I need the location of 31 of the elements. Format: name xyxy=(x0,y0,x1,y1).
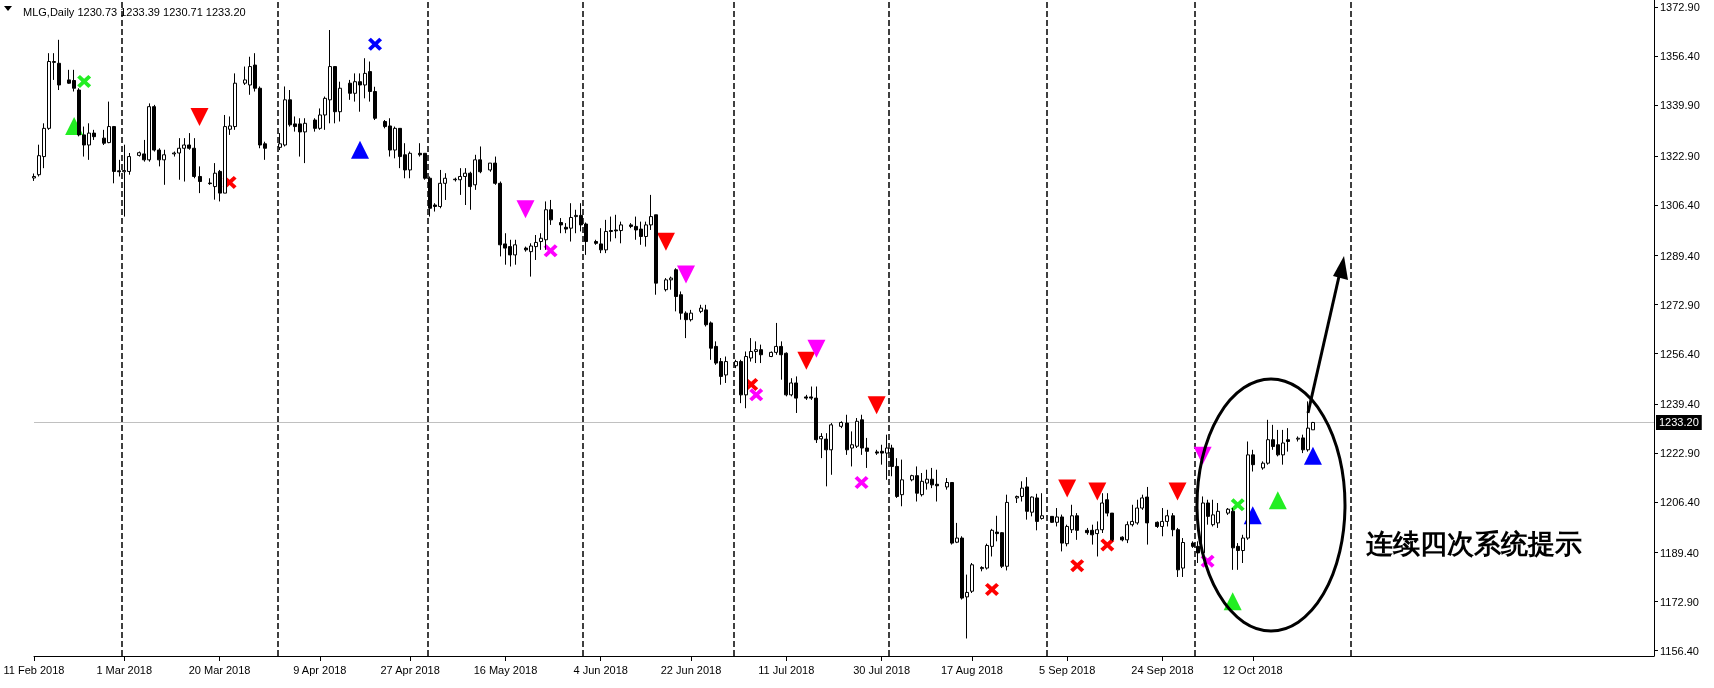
ref-line-label: 1233.20 xyxy=(1659,416,1699,429)
x-tick-label: 4 Jun 2018 xyxy=(573,663,628,676)
x-tick-label: 22 Jun 2018 xyxy=(660,663,722,676)
x-tick-label: 20 Mar 2018 xyxy=(188,663,251,676)
x-tick-label: 30 Jul 2018 xyxy=(853,663,911,676)
y-tick-label: 1322.90 xyxy=(1660,149,1700,162)
y-tick-label: 1239.40 xyxy=(1660,398,1700,411)
y-tick-label: 1222.90 xyxy=(1660,447,1700,460)
x-tick-label: 12 Oct 2018 xyxy=(1222,663,1283,676)
x-tick-label: 24 Sep 2018 xyxy=(1131,663,1194,676)
y-tick-label: 1189.40 xyxy=(1660,546,1699,559)
y-tick-label: 1172.90 xyxy=(1660,595,1699,608)
y-tick-label: 1356.40 xyxy=(1660,50,1700,63)
x-tick-label: 5 Sep 2018 xyxy=(1039,663,1096,676)
y-tick-label: 1256.40 xyxy=(1660,347,1700,360)
y-tick-label: 1272.90 xyxy=(1660,298,1700,311)
x-tick-label: 27 Apr 2018 xyxy=(380,663,440,676)
y-tick-label: 1206.40 xyxy=(1660,496,1700,509)
x-tick-label: 17 Aug 2018 xyxy=(941,663,1003,676)
x-tick-label: 16 May 2018 xyxy=(473,663,538,676)
x-tick-label: 1 Mar 2018 xyxy=(96,663,153,676)
y-tick-label: 1289.40 xyxy=(1660,249,1700,262)
x-tick-label: 9 Apr 2018 xyxy=(293,663,347,676)
y-tick-label: 1339.90 xyxy=(1660,99,1700,112)
x-tick-label: 11 Feb 2018 xyxy=(3,663,65,676)
y-tick-label: 1156.40 xyxy=(1660,644,1699,657)
y-tick-label: 1372.90 xyxy=(1660,1,1700,14)
x-tick-label: 11 Jul 2018 xyxy=(758,663,815,676)
y-tick-label: 1306.40 xyxy=(1660,199,1700,211)
annotation: 连续四次系统提示 xyxy=(1366,528,1582,559)
text: MLG,Daily 1230.73 1233.39 1230.71 1233.20 xyxy=(23,5,246,18)
